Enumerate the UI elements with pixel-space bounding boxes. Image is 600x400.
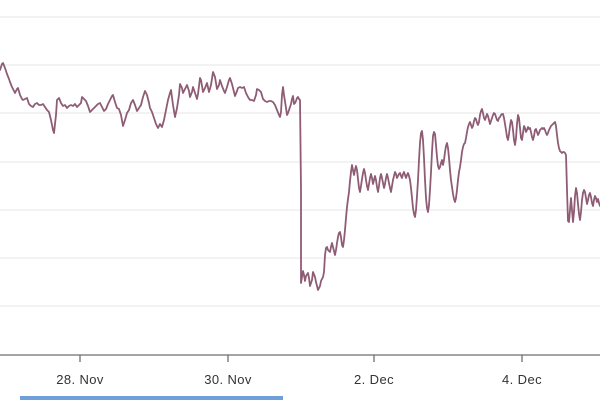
- x-axis-label: 2. Dec: [354, 372, 394, 387]
- x-axis-label: 30. Nov: [204, 372, 252, 387]
- x-axis-label: 28. Nov: [56, 372, 104, 387]
- x-axis-label: 4. Dec: [502, 372, 542, 387]
- partial-blue-element: [20, 396, 283, 400]
- price-series-line[interactable]: [0, 62, 600, 291]
